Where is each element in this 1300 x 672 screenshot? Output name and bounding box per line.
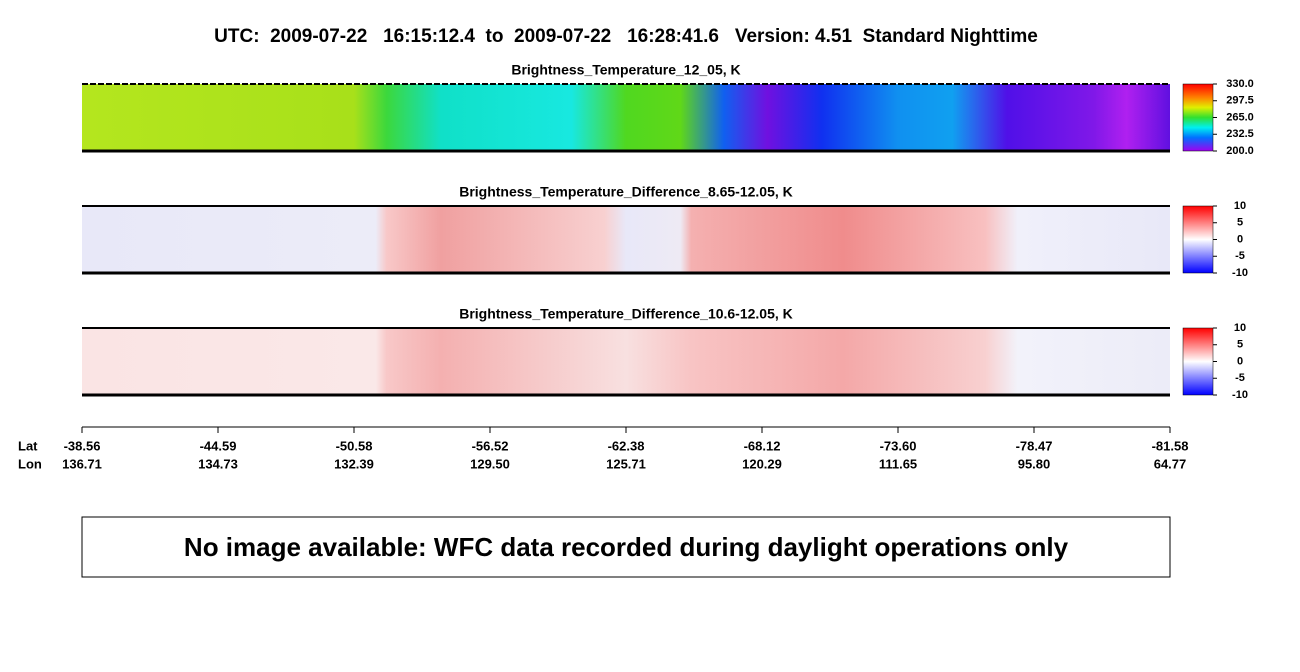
colorbar-tick-label: 5 xyxy=(1237,217,1243,229)
colorbar xyxy=(1182,327,1214,396)
colorbar xyxy=(1182,205,1214,274)
lat-tick-label: -56.52 xyxy=(472,438,509,453)
colorbar-tick-label: 0 xyxy=(1237,355,1243,367)
colorbar-tick-label: 200.0 xyxy=(1226,145,1254,157)
colorbar-tick-label: -10 xyxy=(1232,267,1248,279)
lat-tick-label: -44.59 xyxy=(200,438,237,453)
message-box xyxy=(81,516,1171,578)
colorbar-tick-label: 330.0 xyxy=(1226,78,1254,90)
lat-tick-label: -38.56 xyxy=(64,438,101,453)
lat-tick-label: -62.38 xyxy=(608,438,645,453)
colorbar-tick-label: -5 xyxy=(1235,372,1245,384)
lon-tick-label: 132.39 xyxy=(334,456,374,471)
panel-title: Brightness_Temperature_12_05, K xyxy=(511,62,740,78)
main-title: UTC: 2009-07-22 16:15:12.4 to 2009-07-22… xyxy=(214,26,1038,47)
lon-tick-label: 129.50 xyxy=(470,456,510,471)
image-strip xyxy=(82,328,1170,395)
colorbar-tick-label: 297.5 xyxy=(1226,95,1254,107)
lon-label: Lon xyxy=(18,456,42,471)
colorbar xyxy=(1182,83,1214,152)
panel-title: Brightness_Temperature_Difference_8.65-1… xyxy=(459,184,793,200)
lat-tick-label: -50.58 xyxy=(336,438,373,453)
colorbar-tick-label: 232.5 xyxy=(1226,128,1254,140)
message: No image available: WFC data recorded du… xyxy=(184,532,1069,562)
lon-tick-label: 95.80 xyxy=(1018,456,1051,471)
image-strip xyxy=(82,84,1170,151)
lon-tick-label: 120.29 xyxy=(742,456,782,471)
lat-tick-label: -81.58 xyxy=(1152,438,1189,453)
lat-tick-label: -68.12 xyxy=(744,438,781,453)
lon-tick-label: 64.77 xyxy=(1154,456,1187,471)
colorbar-tick-label: 5 xyxy=(1237,339,1243,351)
colorbar-tick-label: 265.0 xyxy=(1226,111,1254,123)
image-strip xyxy=(82,206,1170,273)
colorbar-tick-label: -5 xyxy=(1235,250,1245,262)
colorbar-tick-label: 10 xyxy=(1234,322,1246,334)
colorbar-tick-label: 10 xyxy=(1234,200,1246,212)
lat-tick-label: -78.47 xyxy=(1016,438,1053,453)
lon-tick-label: 134.73 xyxy=(198,456,238,471)
lon-tick-label: 125.71 xyxy=(606,456,646,471)
colorbar-tick-label: 0 xyxy=(1237,233,1243,245)
colorbar-tick-label: -10 xyxy=(1232,389,1248,401)
lon-tick-label: 136.71 xyxy=(62,456,102,471)
lon-tick-label: 111.65 xyxy=(879,456,917,471)
lat-label: Lat xyxy=(18,438,38,453)
lat-tick-label: -73.60 xyxy=(880,438,917,453)
panel-title: Brightness_Temperature_Difference_10.6-1… xyxy=(459,306,793,322)
